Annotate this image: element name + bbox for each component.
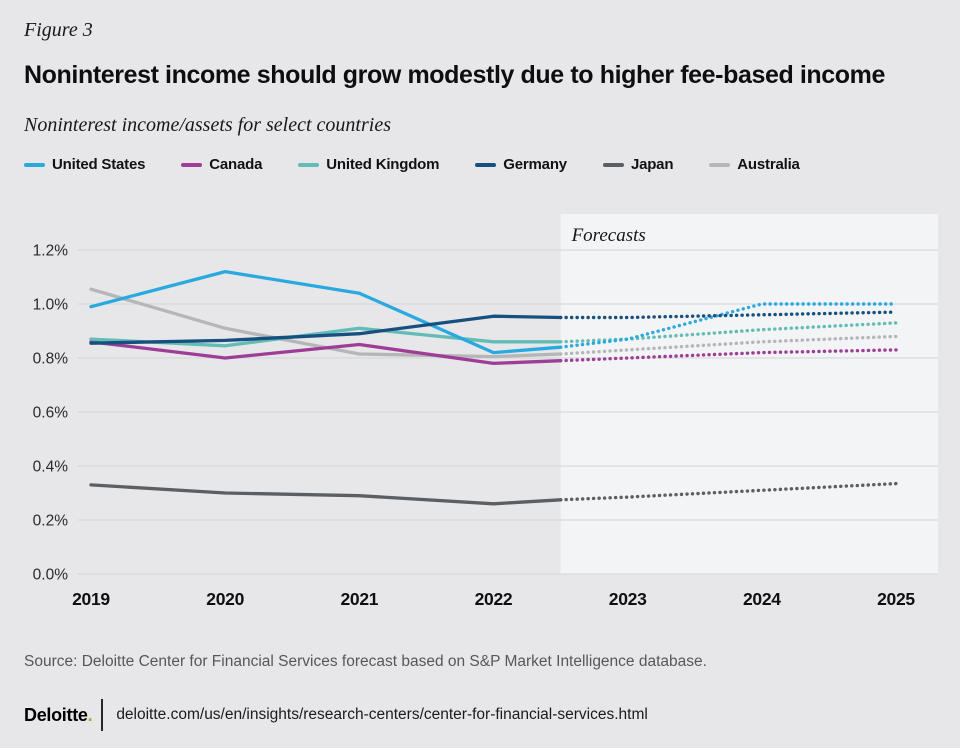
series-forecast-line-united-states [558,302,898,349]
x-tick-label-2019: 2019 [72,589,110,609]
series-line-germany [89,314,563,345]
series-forecast-line-australia [558,334,898,356]
x-tick-label-2024: 2024 [743,589,781,609]
series-line-australia [89,287,563,359]
forecast-region [560,214,938,574]
legend-swatch-united-kingdom [298,162,320,167]
line-chart: 0.0% 0.2% 0.4% 0.6% 0.8% 1.0% 1.2% Forecasts 201… [0,200,960,620]
legend-label-australia: Australia [737,156,800,173]
y-tick-label-1.0%: 1.0% [33,297,69,314]
legend-item-united-kingdom: United Kingdom [298,156,439,173]
page-subtitle: Noninterest income/assets for select cou… [24,114,391,136]
legend-swatch-canada [181,162,203,167]
legend-label-germany: Germany [503,156,567,173]
y-tick-label-0.8%: 0.8% [33,351,69,368]
legend-label-japan: Japan [630,156,674,173]
y-tick-label-0.6%: 0.6% [33,405,69,422]
legend-swatch-germany [475,162,497,167]
legend-swatch-japan [602,162,624,167]
legend-swatch-united-states [24,162,45,167]
y-tick-label-0.4%: 0.4% [33,459,69,476]
x-tick-label-2021: 2021 [340,589,378,609]
legend-label-canada: Canada [209,156,263,173]
x-tick-label-2020: 2020 [206,589,244,609]
legend-swatch-australia [709,162,731,167]
forecasts-label: Forecasts [571,225,646,246]
figure-label: Figure 3 [24,19,93,41]
footer-url: deloitte.com/us/en/insights/research-cen… [116,706,648,723]
legend-item-japan: Japan [602,156,674,173]
series-line-united-kingdom [89,326,563,348]
y-tick-label-1.2%: 1.2% [33,243,69,260]
page-footer: Deloitte. deloitte.com/us/en/insights/re… [24,698,648,732]
series-forecast-line-canada [558,348,898,363]
x-tick-label-2025: 2025 [877,589,915,609]
y-tick-label-0.2%: 0.2% [33,513,69,530]
footer-divider [101,699,104,731]
x-tick-label-2023: 2023 [609,589,647,609]
deloitte-logo-green-dot: . [87,704,93,725]
legend-item-australia: Australia [709,156,800,173]
x-tick-label-2022: 2022 [475,589,513,609]
series-line-canada [89,340,563,366]
legend-label-united-states: United States [52,156,146,173]
chart-svg: 0.0% 0.2% 0.4% 0.6% 0.8% 1.0% 1.2% Forecasts 201… [33,214,938,609]
legend-item-canada: Canada [181,156,262,173]
series-forecast-line-united-kingdom [558,321,898,344]
series-forecast-line-germany [558,310,898,320]
legend-label-united-kingdom: United Kingdom [326,156,440,173]
series-line-united-states [89,269,563,355]
legend-item-germany: Germany [475,156,567,173]
legend-item-united-states: United States [24,156,145,173]
page-title: Noninterest income should grow modestly … [24,61,886,89]
source-note: Source: Deloitte Center for Financial Se… [24,653,707,670]
series-line-japan [89,483,563,506]
deloitte-logo-text: Deloitte [24,704,88,725]
deloitte-logo: Deloitte. [24,704,93,726]
y-tick-label-0.0%: 0.0% [33,567,69,584]
series-forecast-line-japan [558,481,898,502]
chart-legend: United States Canada United Kingdom Germany… [24,156,800,173]
